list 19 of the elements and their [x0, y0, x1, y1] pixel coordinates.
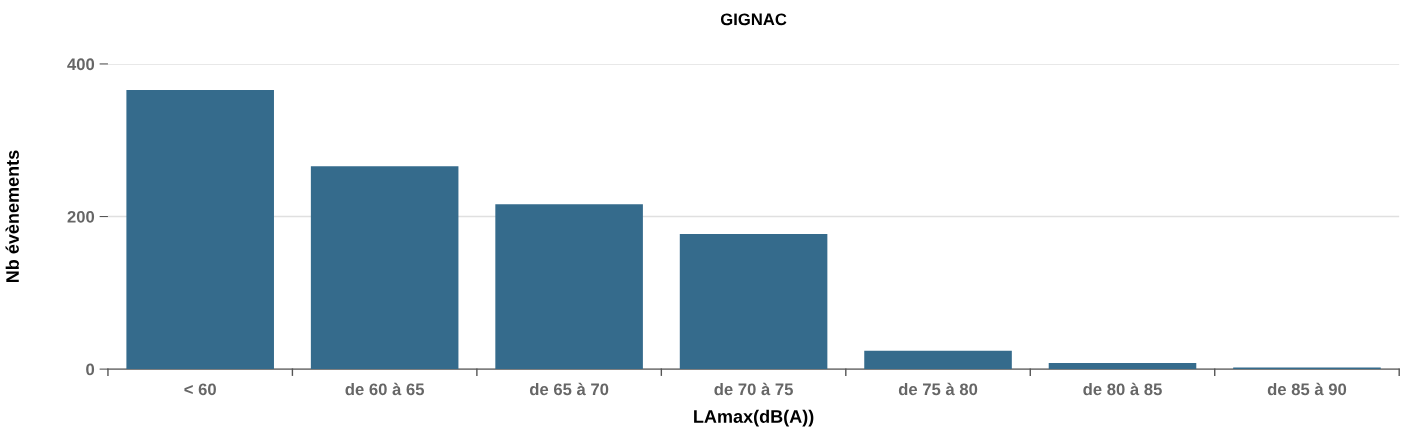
- x-tick-label: de 60 à 65: [345, 382, 425, 396]
- y-tick-label: 400: [67, 58, 95, 71]
- bar: [495, 204, 643, 370]
- x-tick-label: de 70 à 75: [714, 382, 793, 396]
- bar: [126, 89, 274, 370]
- x-tick-label: < 60: [184, 383, 216, 396]
- y-tick-label: 0: [86, 363, 95, 376]
- bar: [679, 234, 828, 370]
- x-axis-title: LAmax(dB(A)): [694, 409, 814, 427]
- bar: [310, 166, 459, 370]
- chart-title: GIGNAC: [720, 13, 787, 26]
- x-tick-label: de 85 à 90: [1267, 382, 1347, 396]
- y-tick-label: 200: [67, 210, 95, 223]
- x-tick-label: de 65 à 70: [529, 382, 609, 396]
- bar: [864, 350, 1012, 370]
- y-axis-title: Nb évènements: [5, 150, 19, 283]
- bar: [1048, 363, 1197, 370]
- x-tick-label: de 80 à 85: [1083, 382, 1162, 396]
- x-tick-label: de 75 à 80: [898, 382, 978, 396]
